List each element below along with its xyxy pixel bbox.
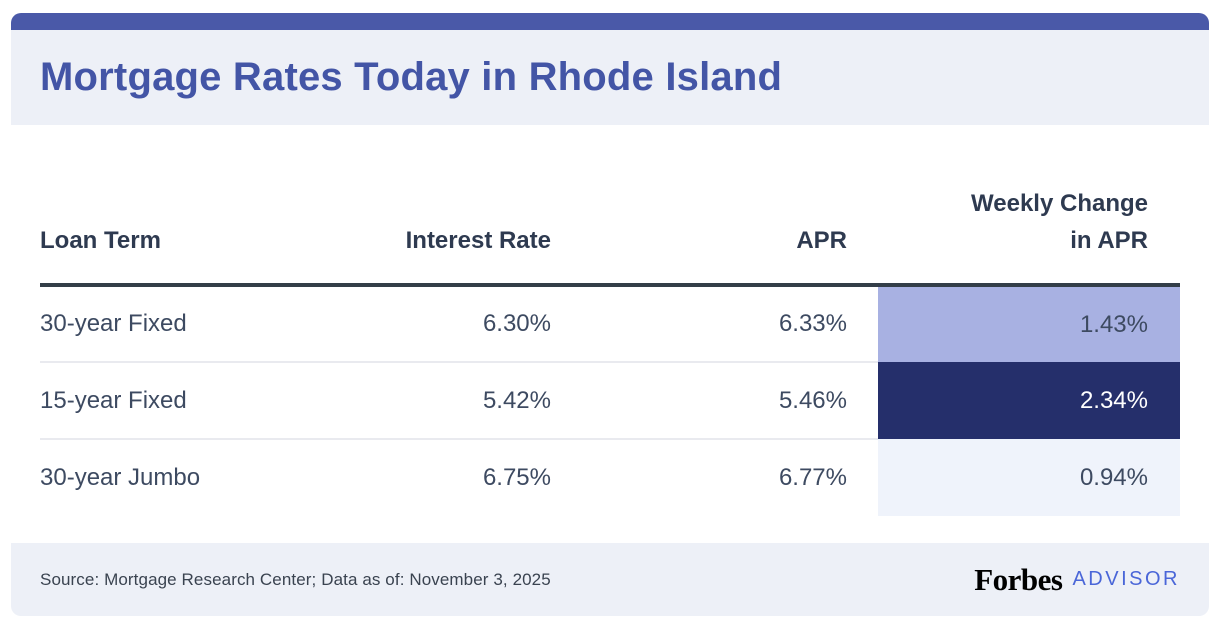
top-accent-bar	[11, 13, 1209, 30]
loan-term-cell: 30-year Jumbo	[40, 464, 201, 491]
table-header-row: Loan Term Interest Rate APR Weekly Chang…	[40, 125, 1180, 287]
apr-cell: 5.46%	[551, 362, 847, 440]
apr-cell: 6.33%	[551, 285, 847, 363]
col-header-weekly-change: Weekly Change in APR	[878, 125, 1180, 287]
interest-rate-cell: 5.42%	[310, 362, 551, 440]
cell-spacer	[847, 362, 878, 440]
interest-rate-cell: 6.30%	[310, 285, 551, 363]
apr-cell: 6.77%	[778, 464, 847, 491]
loan-term-cell: 15-year Fixed	[40, 362, 310, 440]
forbes-advisor-logo: Forbes ADVISOR	[974, 562, 1180, 598]
table-row: 30-year Fixed 6.30% 6.33% 1.43%	[40, 285, 1180, 363]
col-header-apr: APR	[551, 125, 847, 287]
weekly-change-cell: 2.34%	[878, 362, 1180, 439]
mortgage-rates-table: Loan Term Interest Rate APR Weekly Chang…	[40, 125, 1180, 516]
weekly-change-cell: 1.43%	[878, 285, 1180, 362]
weekly-change-cell: 0.94%	[878, 439, 1180, 516]
cell-spacer	[847, 439, 878, 516]
footer-band: Source: Mortgage Research Center; Data a…	[11, 543, 1209, 616]
col-header-interest-rate: Interest Rate	[310, 125, 551, 287]
advisor-wordmark: ADVISOR	[1072, 568, 1180, 590]
column-spacer	[847, 125, 878, 287]
loan-term-cell: 30-year Fixed	[40, 285, 310, 363]
interest-rate-cell: 6.75%	[482, 464, 551, 491]
col-header-loan-term: Loan Term	[40, 125, 310, 287]
header-band: Mortgage Rates Today in Rhode Island	[11, 30, 1209, 125]
table-row: 30-year Jumbo 6.75% 6.77% 0.94%	[40, 439, 1180, 516]
source-note: Source: Mortgage Research Center; Data a…	[40, 569, 551, 589]
page-title: Mortgage Rates Today in Rhode Island	[40, 55, 783, 99]
table-row: 15-year Fixed 5.42% 5.46% 2.34%	[40, 362, 1180, 440]
forbes-wordmark: Forbes	[974, 561, 1063, 597]
cell-spacer	[847, 285, 878, 363]
